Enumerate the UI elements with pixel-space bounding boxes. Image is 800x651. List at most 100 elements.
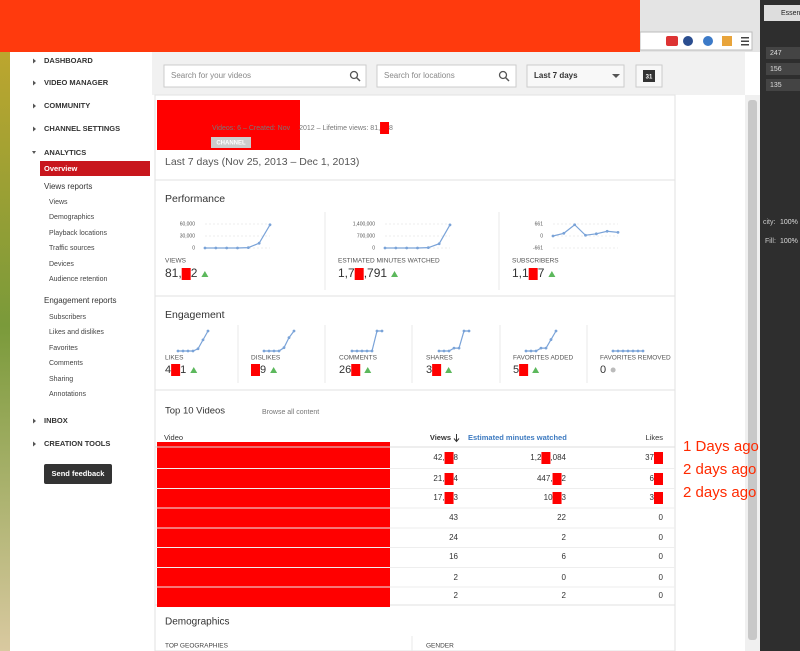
metric-total: 1,7 ,791	[338, 266, 387, 280]
sparkline-point	[462, 329, 466, 333]
column-header: Video	[164, 433, 183, 442]
nav-section[interactable]: INBOX	[44, 416, 68, 425]
redaction	[157, 442, 390, 607]
range-dropdown[interactable]	[526, 64, 625, 88]
nav-section[interactable]: DASHBOARD	[44, 56, 93, 65]
redaction	[171, 364, 181, 376]
sparkline-point	[292, 329, 296, 333]
redaction	[444, 452, 454, 464]
sparkline-point	[277, 349, 281, 353]
sparkline-point	[562, 231, 566, 235]
nav-section[interactable]: ANALYTICS	[44, 148, 86, 157]
extension-icon[interactable]	[722, 36, 732, 46]
table-cell: 6	[650, 474, 655, 483]
column-header[interactable]: Estimated minutes watched	[468, 433, 567, 442]
table-cell: 24	[449, 533, 458, 542]
nav-report[interactable]: Favorites	[49, 345, 78, 352]
nav-section[interactable]: VIDEO MANAGER	[44, 78, 109, 87]
feedback-label[interactable]: Send feedback	[52, 469, 106, 478]
sparkline-point	[375, 329, 379, 333]
sparkline-point	[191, 349, 195, 353]
sparkline-point	[176, 349, 180, 353]
y-tick-label: 0	[372, 245, 375, 251]
table-cell: 3	[650, 493, 655, 502]
sparkline-point	[605, 229, 609, 233]
channel-badge-label[interactable]: CHANNEL	[216, 141, 246, 147]
sparkline-point	[442, 349, 446, 353]
menu-icon[interactable]	[741, 37, 749, 39]
menu-icon[interactable]	[741, 44, 749, 46]
nav-report[interactable]: Traffic sources	[49, 245, 95, 252]
table-cell: 447,	[537, 474, 553, 483]
metric-total: 26	[339, 364, 351, 376]
nav-report[interactable]: Likes and dislikes	[49, 329, 104, 336]
metric-label: FAVORITES ADDED	[513, 355, 574, 362]
y-tick-label: 661	[535, 221, 544, 227]
table-cell: 6	[562, 552, 567, 561]
redaction	[654, 473, 663, 485]
nav-report[interactable]: Playback locations	[49, 230, 107, 237]
metric-total: 3	[426, 364, 442, 376]
trend-up	[391, 271, 399, 277]
table-cell: 42,	[433, 453, 444, 462]
table-cell: 16	[449, 552, 458, 561]
nav-header: Engagement reports	[44, 296, 117, 305]
nav-report[interactable]: Sharing	[49, 376, 73, 383]
table-cell: 43	[449, 513, 458, 522]
nav-report[interactable]: Comments	[49, 360, 83, 367]
trend-up	[190, 367, 198, 373]
annotation: 1 Days ago	[683, 438, 759, 455]
app-tab-label[interactable]: Essen	[781, 10, 800, 17]
table-cell: 37	[645, 453, 654, 462]
sparkline-point	[365, 349, 369, 353]
column-header[interactable]: Likes	[645, 433, 663, 442]
nav-section[interactable]: CHANNEL SETTINGS	[44, 124, 120, 133]
sparkline-point	[611, 349, 615, 353]
table-cell: 2	[562, 533, 567, 542]
trend-up	[532, 367, 540, 373]
sparkline-point	[262, 349, 266, 353]
nav-report[interactable]: Views	[49, 199, 68, 206]
range-label[interactable]: Last 7 days	[534, 71, 578, 80]
table-cell: 0	[659, 552, 664, 561]
metric-total: 26	[339, 364, 361, 376]
sparkline-point	[544, 346, 548, 350]
nav-report[interactable]: Demographics	[49, 214, 95, 221]
sparkline-point	[186, 349, 190, 353]
scrollbar-thumb[interactable]	[748, 100, 757, 640]
nav-report[interactable]: Devices	[49, 261, 74, 268]
table-cell: 447, 2	[537, 473, 567, 485]
metric-label: DISLIKES	[251, 355, 281, 362]
metric-total: 1,7	[338, 266, 355, 280]
sparkline-point	[467, 329, 471, 333]
metric-label: FAVORITES REMOVED	[600, 355, 671, 362]
table-cell: 10	[544, 493, 553, 502]
nav-page[interactable]: Overview	[44, 164, 78, 173]
sparkline-point	[214, 246, 218, 250]
nav-report[interactable]: Subscribers	[49, 314, 86, 321]
sparkline-point	[203, 246, 207, 250]
metric-total: 81, 2	[165, 266, 198, 280]
video-search[interactable]	[163, 64, 367, 88]
column-header[interactable]: Views	[430, 433, 451, 442]
menu-icon[interactable]	[741, 40, 749, 43]
location-search[interactable]	[376, 64, 517, 88]
app-label: city:	[763, 219, 776, 226]
nav-report[interactable]: Audience retention	[49, 276, 107, 283]
browse-link[interactable]: Browse all content	[262, 409, 319, 416]
nav-arrow	[33, 418, 36, 424]
sparkline-point	[584, 233, 587, 237]
nav-section[interactable]: COMMUNITY	[44, 101, 90, 110]
feedback-button[interactable]	[44, 464, 112, 484]
app-tab[interactable]	[764, 5, 800, 21]
metric-label: LIKES	[165, 355, 184, 362]
table-cell: 0	[659, 513, 664, 522]
nav-section[interactable]: CREATION TOOLS	[44, 439, 110, 448]
nav-selected	[40, 161, 150, 176]
sparkline-point	[225, 246, 229, 250]
channel-badge[interactable]	[211, 137, 251, 148]
sparkline-point	[355, 349, 359, 353]
nav-report[interactable]: Annotations	[49, 391, 86, 398]
metric-label: ESTIMATED MINUTES WATCHED	[338, 258, 440, 265]
table-cell: 0	[562, 573, 567, 582]
